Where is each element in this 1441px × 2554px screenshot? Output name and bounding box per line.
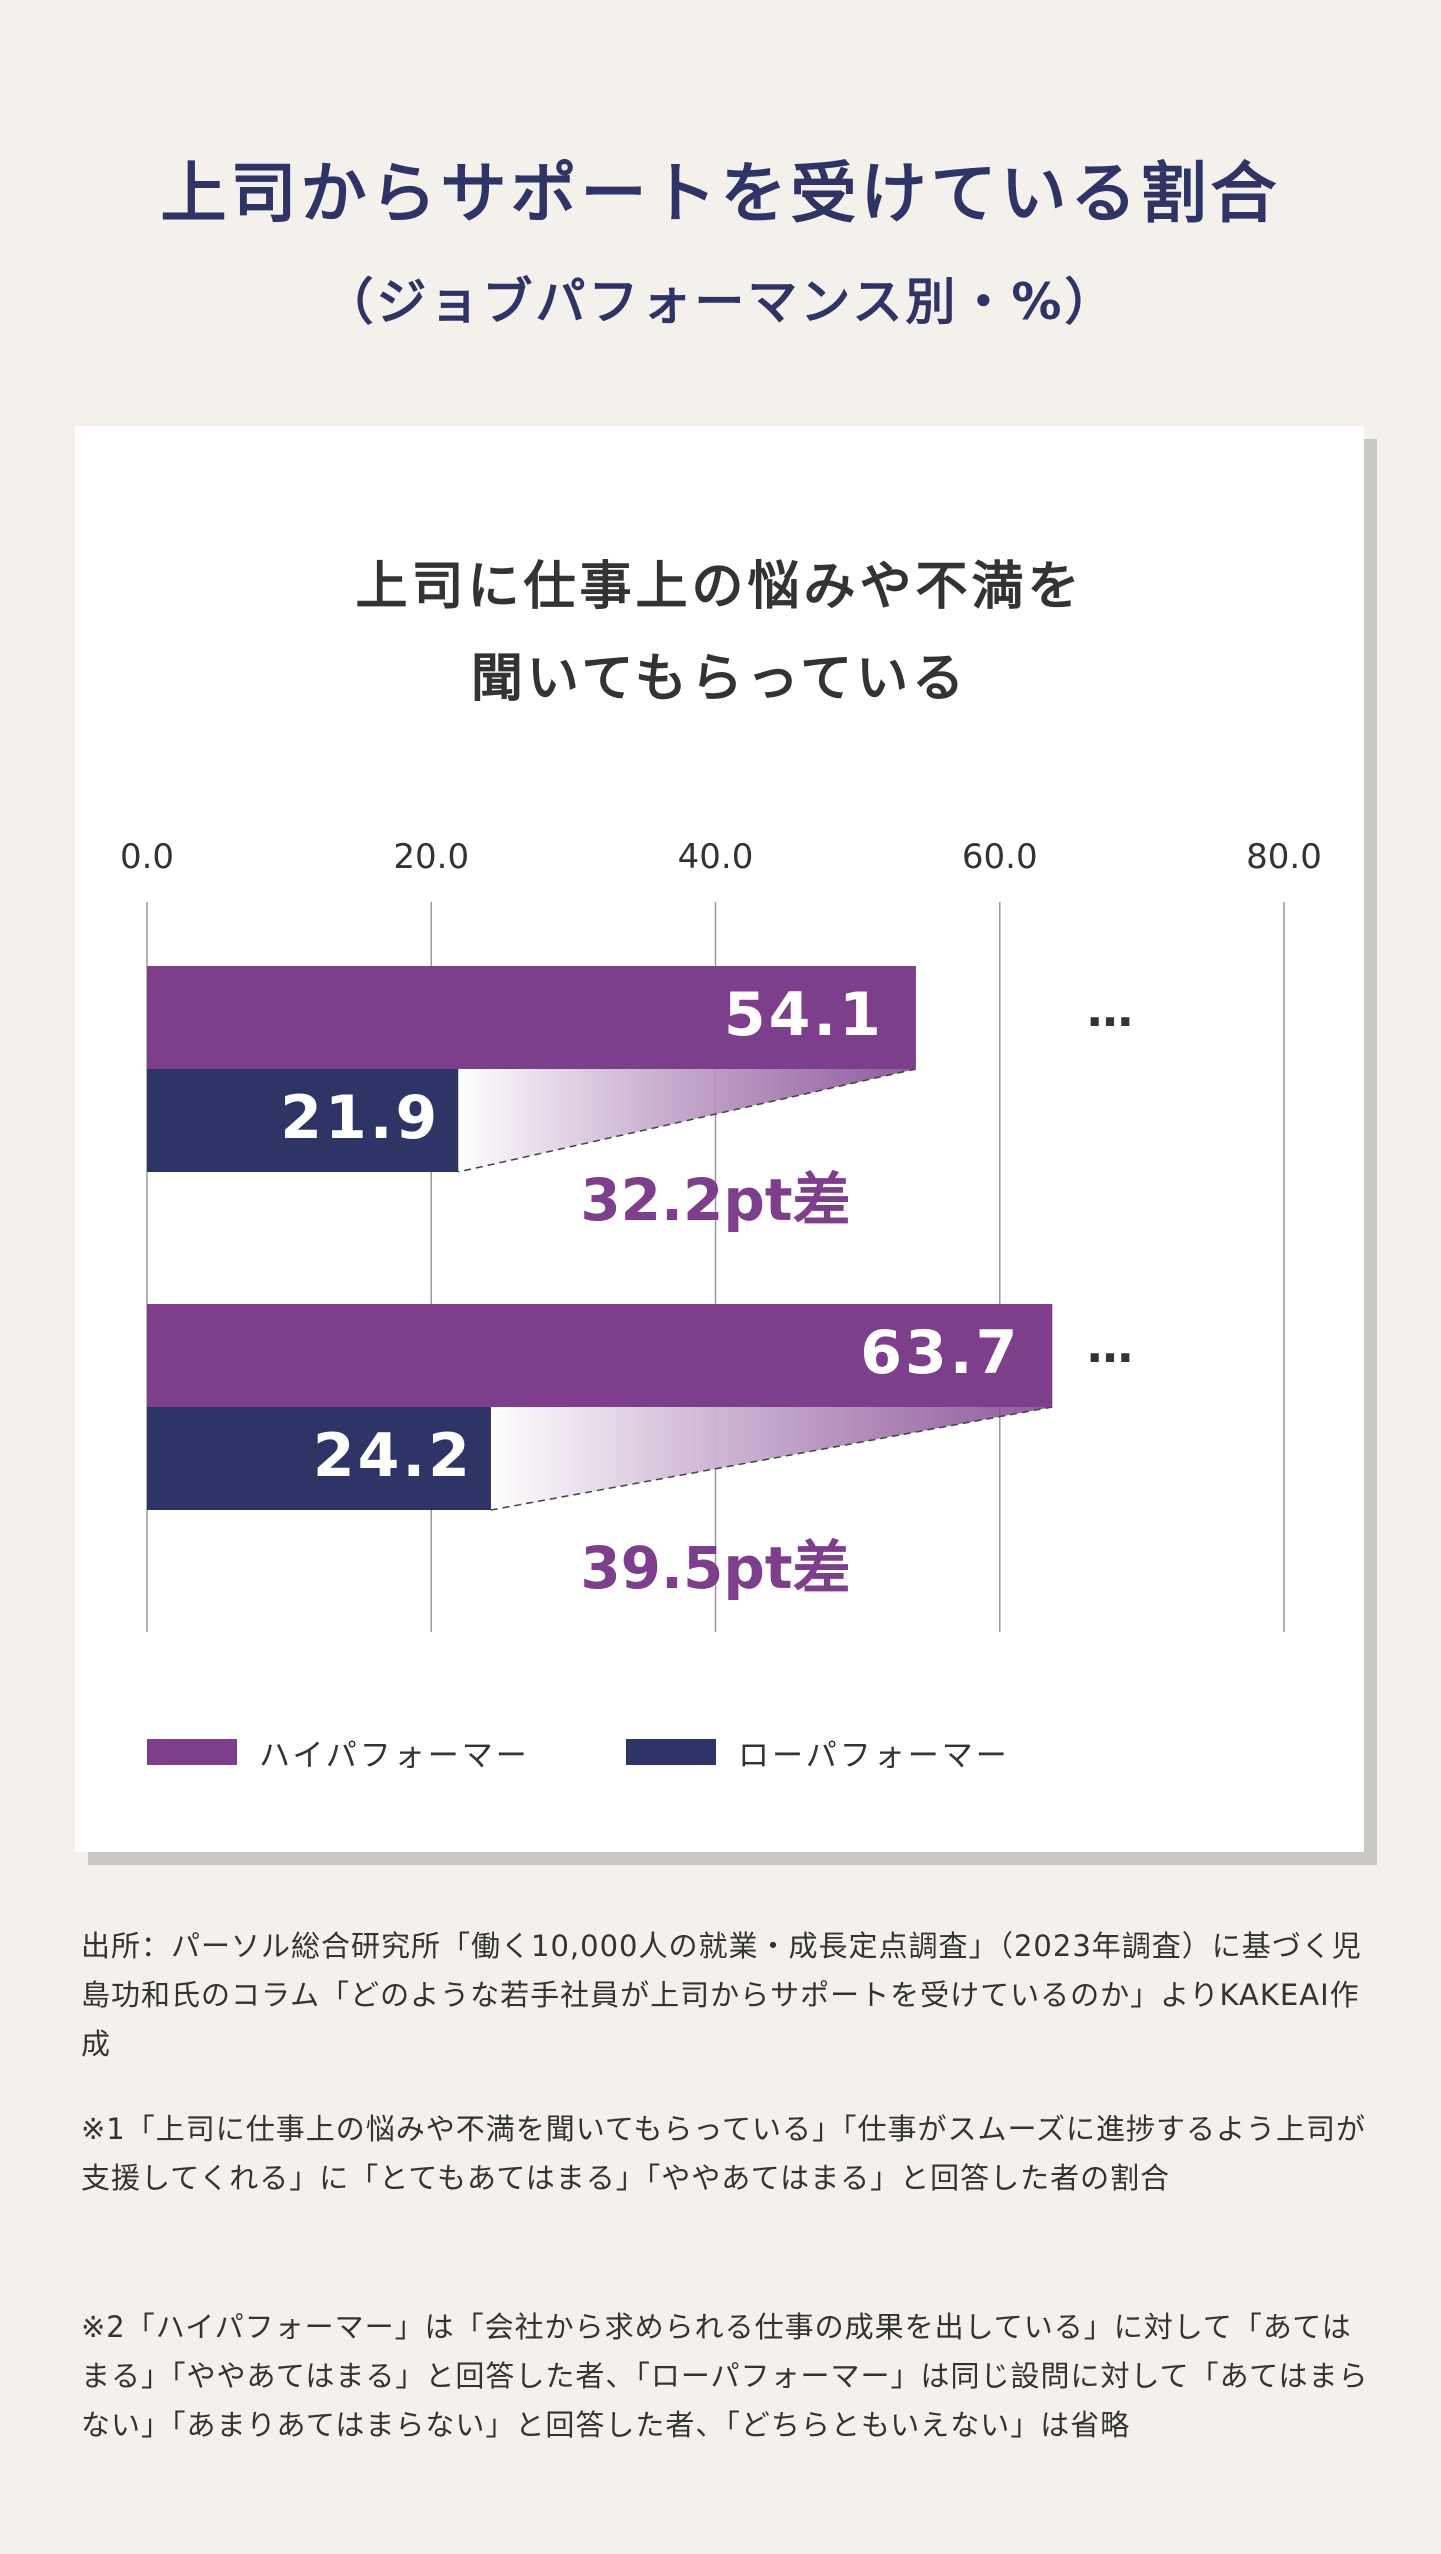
bar-label-low-0: 21.9 bbox=[280, 1083, 440, 1153]
chart-card: 上司に仕事上の悩みや不満を 聞いてもらっている 0.0 20.0 40.0 60.0 8… bbox=[75, 426, 1364, 1852]
difference-label-0: 32.2pt差 bbox=[580, 1166, 850, 1234]
legend-swatch-low bbox=[626, 1739, 716, 1765]
bar-low-1 bbox=[147, 1407, 491, 1510]
bar-label-high-0: 54.1 bbox=[724, 980, 884, 1050]
gap-dash-line-0 bbox=[458, 1068, 917, 1173]
legend-label-high: ハイパフォーマー bbox=[259, 1737, 530, 1774]
bar-high-1 bbox=[147, 1304, 1053, 1407]
bar-high-0 bbox=[147, 966, 916, 1069]
bar-label-low-1: 24.2 bbox=[313, 1421, 473, 1491]
x-tick-label-4: 80.0 bbox=[1246, 837, 1322, 877]
source-note: 出所：パーソル総合研究所「働く10,000人の就業・成長定点調査」（2023年調… bbox=[81, 1929, 1362, 2061]
gap-wedge-1 bbox=[490, 1407, 1053, 1510]
x-tick-label-2: 40.0 bbox=[678, 837, 754, 877]
bar-low-0 bbox=[147, 1069, 459, 1172]
ellipsis-0: … bbox=[1087, 983, 1133, 1037]
chart-title-line-2: 聞いてもらっている bbox=[470, 649, 969, 709]
bar-chart: 0.0 20.0 40.0 60.0 80.0 54.1 21.9 … 32.2pt差 63.7 2… bbox=[120, 837, 1322, 1632]
legend-item-high: ハイパフォーマー bbox=[147, 1732, 530, 1774]
legend-item-low: ローパフォーマー bbox=[626, 1732, 1010, 1774]
chart-title-line-1: 上司に仕事上の悩みや不満を bbox=[355, 557, 1084, 617]
difference-label-1: 39.5pt差 bbox=[580, 1534, 850, 1602]
page-subtitle: （ジョブパフォーマンス別・%） bbox=[323, 273, 1118, 331]
page-title: 上司からサポートを受けている割合 bbox=[160, 155, 1281, 232]
footnote-1: ※1「上司に仕事上の悩みや不満を聞いてもらっている」「仕事がスムーズに進捗するよ… bbox=[81, 2112, 1367, 2195]
bar-label-high-1: 63.7 bbox=[860, 1318, 1020, 1388]
x-tick-label-1: 20.0 bbox=[393, 837, 469, 877]
x-tick-label-3: 60.0 bbox=[962, 837, 1038, 877]
footnote-2: ※2「ハイパフォーマー」は「会社から求められる仕事の成果を出している」に対して「… bbox=[81, 2310, 1369, 2442]
legend-swatch-high bbox=[147, 1739, 237, 1765]
x-tick-label-0: 0.0 bbox=[120, 837, 174, 877]
legend-label-low: ローパフォーマー bbox=[738, 1737, 1010, 1774]
ellipsis-1: … bbox=[1087, 1319, 1133, 1373]
